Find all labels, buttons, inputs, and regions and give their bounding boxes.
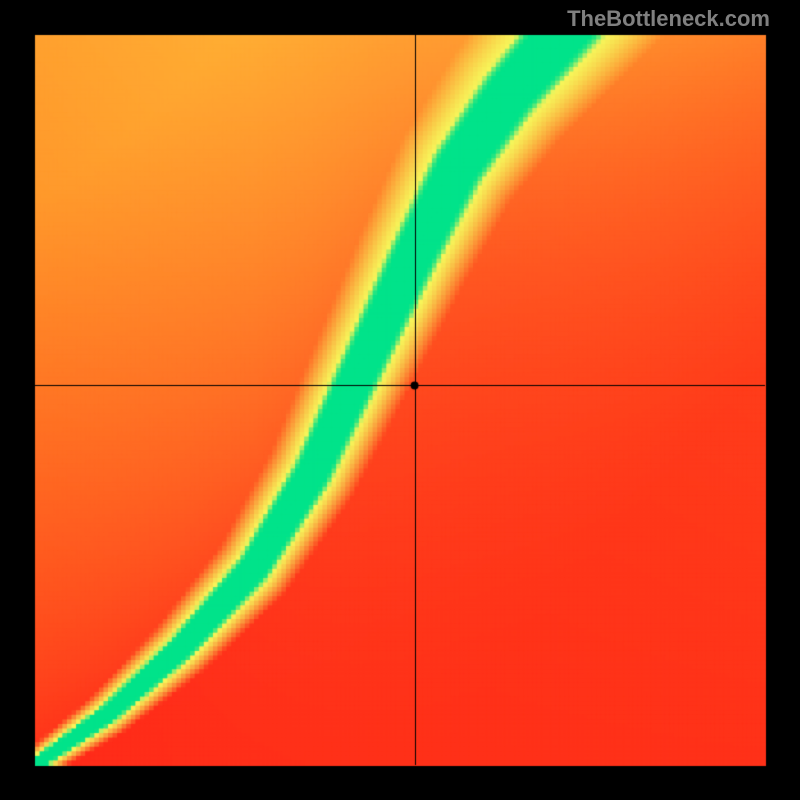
- heatmap-canvas: [0, 0, 800, 800]
- watermark-text: TheBottleneck.com: [567, 6, 770, 32]
- chart-container: TheBottleneck.com: [0, 0, 800, 800]
